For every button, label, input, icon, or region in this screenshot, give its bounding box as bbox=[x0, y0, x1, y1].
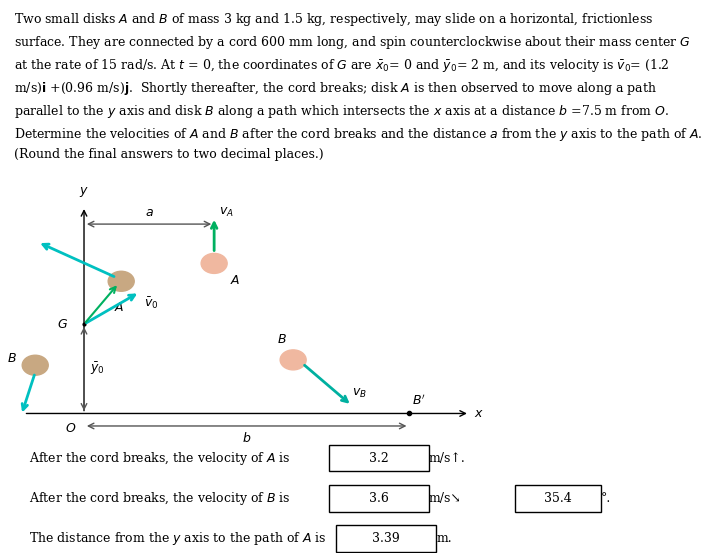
Circle shape bbox=[201, 253, 227, 273]
FancyBboxPatch shape bbox=[329, 445, 429, 472]
Text: $a$: $a$ bbox=[144, 206, 154, 219]
Text: m/s↘: m/s↘ bbox=[429, 492, 462, 505]
Text: m/s↑.: m/s↑. bbox=[429, 452, 465, 465]
Circle shape bbox=[22, 355, 48, 375]
Text: $\bar{y}_0$: $\bar{y}_0$ bbox=[89, 361, 104, 377]
Text: $A$: $A$ bbox=[230, 274, 241, 287]
Text: 3.6: 3.6 bbox=[369, 492, 389, 505]
Text: $x$: $x$ bbox=[475, 407, 484, 420]
Text: $v_B$: $v_B$ bbox=[352, 387, 367, 400]
Text: $O$: $O$ bbox=[66, 422, 77, 435]
FancyBboxPatch shape bbox=[515, 485, 601, 512]
Text: The distance from the $y$ axis to the path of $A$ is: The distance from the $y$ axis to the pa… bbox=[29, 530, 326, 547]
Text: $\bar{v}_0$: $\bar{v}_0$ bbox=[144, 295, 159, 311]
Text: 3.39: 3.39 bbox=[373, 532, 400, 545]
Text: 35.4: 35.4 bbox=[544, 492, 571, 505]
Text: $A$: $A$ bbox=[114, 301, 124, 314]
FancyBboxPatch shape bbox=[329, 485, 429, 512]
Text: $B'$: $B'$ bbox=[412, 394, 425, 408]
Text: 3.2: 3.2 bbox=[369, 452, 389, 465]
Text: $G$: $G$ bbox=[56, 317, 68, 331]
Text: Two small disks $A$ and $B$ of mass 3 kg and 1.5 kg, respectively, may slide on : Two small disks $A$ and $B$ of mass 3 kg… bbox=[14, 11, 703, 160]
Circle shape bbox=[280, 350, 306, 370]
Text: °.: °. bbox=[601, 492, 611, 505]
Text: $v_A$: $v_A$ bbox=[219, 206, 234, 220]
Text: After the cord breaks, the velocity of $A$ is: After the cord breaks, the velocity of $… bbox=[29, 450, 290, 467]
FancyBboxPatch shape bbox=[336, 525, 436, 552]
Text: m.: m. bbox=[436, 532, 452, 545]
Text: $B$: $B$ bbox=[277, 332, 287, 346]
Text: $b$: $b$ bbox=[242, 431, 252, 445]
Text: $y$: $y$ bbox=[79, 185, 89, 199]
Circle shape bbox=[108, 272, 134, 291]
Text: $B$: $B$ bbox=[7, 352, 16, 364]
Text: After the cord breaks, the velocity of $B$ is: After the cord breaks, the velocity of $… bbox=[29, 490, 290, 507]
